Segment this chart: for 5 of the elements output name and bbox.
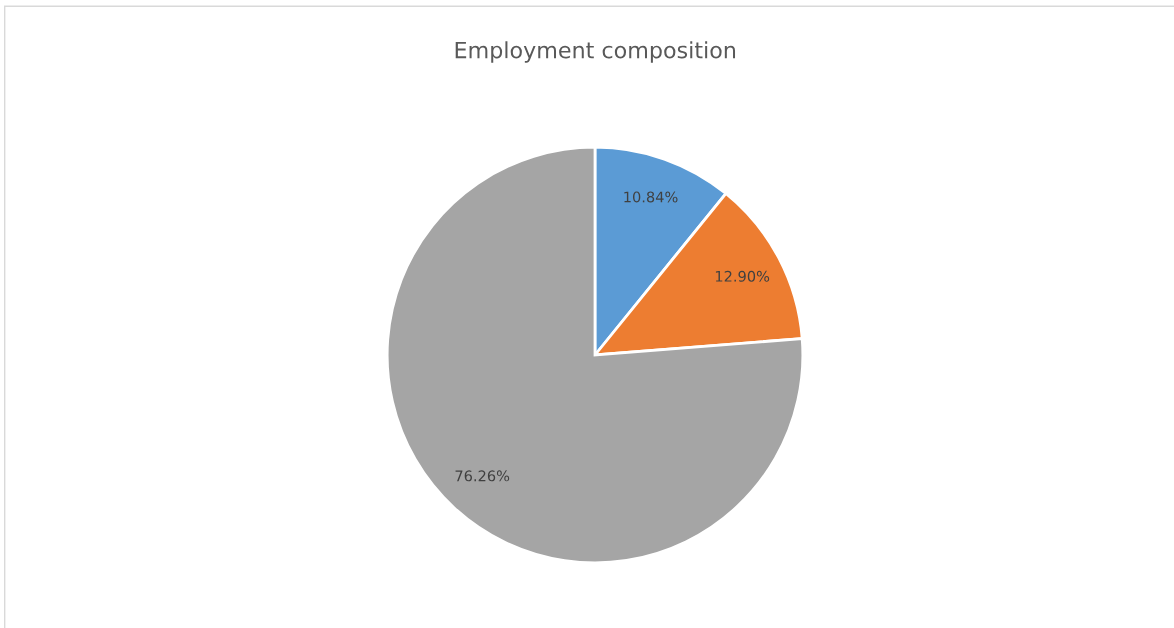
data-label: 76.26%	[455, 470, 510, 482]
chart-title: Employment composition	[455, 41, 736, 63]
data-label: 10.84%	[624, 191, 678, 203]
data-label: 12.90%	[715, 270, 770, 282]
pie-slice	[385, 145, 805, 565]
